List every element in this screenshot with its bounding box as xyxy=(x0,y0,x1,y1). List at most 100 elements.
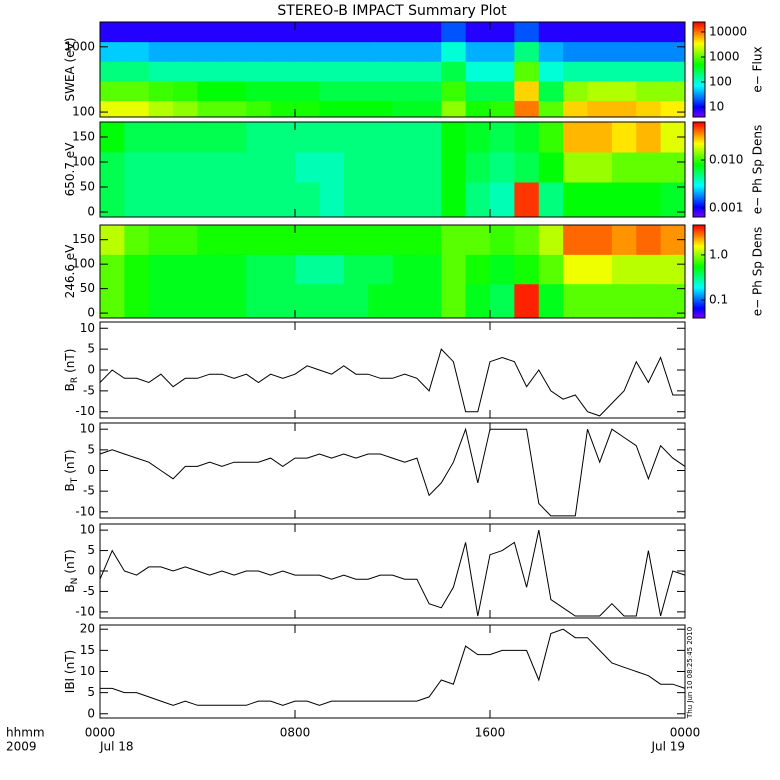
panel-frame xyxy=(99,624,686,719)
colorbar-segment xyxy=(693,67,705,70)
heatmap-cell xyxy=(319,182,345,218)
heatmap-cell xyxy=(124,225,150,255)
colorbar-segment xyxy=(693,133,705,136)
heatmap-cell xyxy=(319,122,345,153)
y-axis-label-units: (nT) xyxy=(63,549,77,573)
colorbar-segment xyxy=(693,311,705,314)
heatmap-cell xyxy=(221,41,247,62)
colorbar-segment xyxy=(693,180,705,183)
colorbar-tick-label: 10 xyxy=(709,100,724,114)
heatmap-cell xyxy=(538,61,564,82)
colorbar-segment xyxy=(693,175,705,178)
heatmap-cell xyxy=(270,225,296,255)
heatmap-cell xyxy=(514,254,540,285)
colorbar-segment xyxy=(693,142,705,145)
heatmap-cell xyxy=(514,41,540,62)
heatmap-cell xyxy=(173,100,198,118)
timestamp: Thu Jun 10 08:25:45 2010 xyxy=(686,627,694,719)
colorbar-segment xyxy=(693,235,705,238)
heatmap-cell xyxy=(611,182,637,218)
colorbar-segment xyxy=(693,85,705,88)
colorbar-segment xyxy=(693,53,705,56)
heatmap-cell xyxy=(246,22,272,43)
heatmap-cell xyxy=(319,22,345,43)
data-line xyxy=(99,529,686,617)
heatmap-cell xyxy=(173,182,198,218)
heatmap-cell xyxy=(392,61,418,82)
heatmap-cell xyxy=(392,225,418,255)
heatmap-cell xyxy=(124,122,150,153)
y-tick-label: 0 xyxy=(87,205,95,219)
colorbar-segment xyxy=(693,273,705,276)
heatmap-cell xyxy=(538,80,564,102)
heatmap-cell xyxy=(270,41,296,62)
heatmap-cell xyxy=(538,122,564,153)
y-tick-label: -5 xyxy=(83,383,95,397)
y-axis-label-subscript: R xyxy=(70,377,80,383)
colorbar-segment xyxy=(693,22,705,25)
heatmap-cell xyxy=(295,122,320,153)
colorbar-segment xyxy=(693,79,705,82)
heatmap-cell xyxy=(221,122,247,153)
colorbar-segment xyxy=(693,88,705,91)
heatmap-cell xyxy=(514,80,540,102)
colorbar-segment xyxy=(693,71,705,74)
colorbar-segment xyxy=(693,299,705,302)
colorbar-segment xyxy=(693,145,705,148)
y-tick-label: 10 xyxy=(80,664,95,678)
heatmap-cell xyxy=(270,152,296,183)
heatmap-cell xyxy=(611,122,637,153)
colorbar-segment xyxy=(693,91,705,94)
colorbar-segment xyxy=(693,101,705,104)
colorbar-segment xyxy=(693,174,705,177)
x-tick-label: 0800 xyxy=(280,726,311,740)
heatmap-cell xyxy=(270,22,296,43)
y-tick-label: 5 xyxy=(87,342,95,356)
colorbar-tick-label: 0.001 xyxy=(709,201,743,215)
y-tick-label: 20 xyxy=(80,622,95,636)
colorbar-segment xyxy=(693,122,705,125)
colorbar-segment xyxy=(693,293,705,296)
heatmap-cell xyxy=(416,182,442,218)
heatmap-cell xyxy=(124,80,150,102)
heatmap-cell xyxy=(148,80,174,102)
heatmap-cell xyxy=(319,100,345,118)
colorbar-segment xyxy=(693,26,705,29)
heatmap-cell xyxy=(587,225,613,255)
heatmap-cell xyxy=(197,41,223,62)
colorbar-segment xyxy=(693,188,705,191)
heatmap-cell xyxy=(392,100,418,118)
heatmap-cell xyxy=(295,152,320,183)
x-annotation: hhmm xyxy=(6,726,45,740)
heatmap-cell xyxy=(221,61,247,82)
panel-frame xyxy=(99,21,686,118)
colorbar-segment xyxy=(693,291,705,294)
heatmap-cell xyxy=(490,100,515,118)
heatmap-cell xyxy=(563,254,588,285)
colorbar-segment xyxy=(693,153,705,156)
heatmap-cell xyxy=(124,100,150,118)
colorbar-segment xyxy=(693,45,705,48)
y-tick-label: 150 xyxy=(72,232,95,246)
heatmap-cell xyxy=(368,61,393,82)
heatmap-cell xyxy=(221,283,247,319)
heatmap-cell xyxy=(416,80,442,102)
heatmap-cell xyxy=(611,225,637,255)
heatmap-cell xyxy=(636,61,662,82)
heatmap-cell xyxy=(563,22,588,43)
colorbar-segment xyxy=(693,134,705,137)
colorbar-segment xyxy=(693,156,705,159)
colorbar-segment xyxy=(693,190,705,193)
heatmap-cell xyxy=(124,254,150,285)
colorbar-segment xyxy=(693,107,705,110)
colorbar-segment xyxy=(693,196,705,199)
colorbar-segment xyxy=(693,307,705,310)
heatmap-cell xyxy=(490,61,515,82)
colorbar-segment xyxy=(693,238,705,241)
colorbar-segment xyxy=(693,96,705,99)
colorbar-segment xyxy=(693,167,705,170)
colorbar-segment xyxy=(693,209,705,212)
colorbar-tick-label: 0.010 xyxy=(709,153,743,167)
heatmap-cell xyxy=(490,152,515,183)
colorbar-segment xyxy=(693,256,705,259)
